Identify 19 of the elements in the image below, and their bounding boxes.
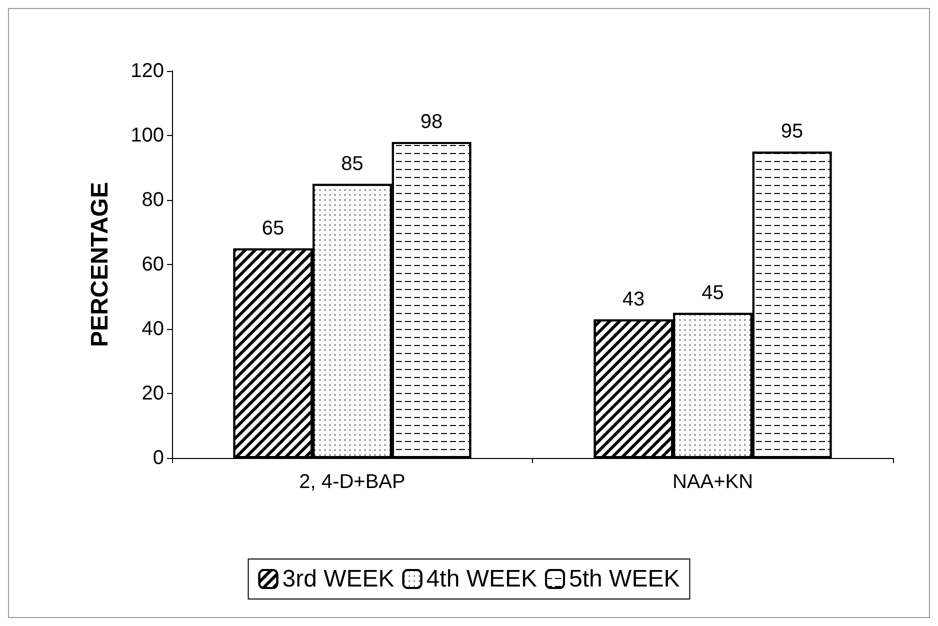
legend-label: 3rd WEEK: [282, 566, 394, 592]
y-tick-label: 100: [130, 124, 164, 146]
y-axis-title: PERCENTAGE: [86, 182, 114, 347]
legend-label: 4th WEEK: [426, 566, 538, 592]
y-tick-label: 60: [142, 254, 164, 276]
data-label: 65: [262, 217, 284, 240]
data-label: 95: [780, 120, 804, 143]
y-tick-label: 40: [142, 318, 164, 340]
y-tick-label: 120: [130, 60, 164, 82]
x-tick-label: 2, 4-D+BAP: [299, 471, 406, 493]
y-tick-label: 80: [142, 189, 164, 211]
data-label: 85: [341, 152, 364, 175]
x-tick-label: NAA+KN: [672, 471, 754, 493]
y-tick-label: 0: [152, 447, 164, 469]
data-label: 43: [622, 288, 645, 310]
y-tick-label: 20: [142, 382, 164, 404]
legend-label: 5th WEEK: [569, 566, 680, 592]
data-label: 98: [420, 110, 443, 133]
data-label: 45: [702, 282, 724, 304]
